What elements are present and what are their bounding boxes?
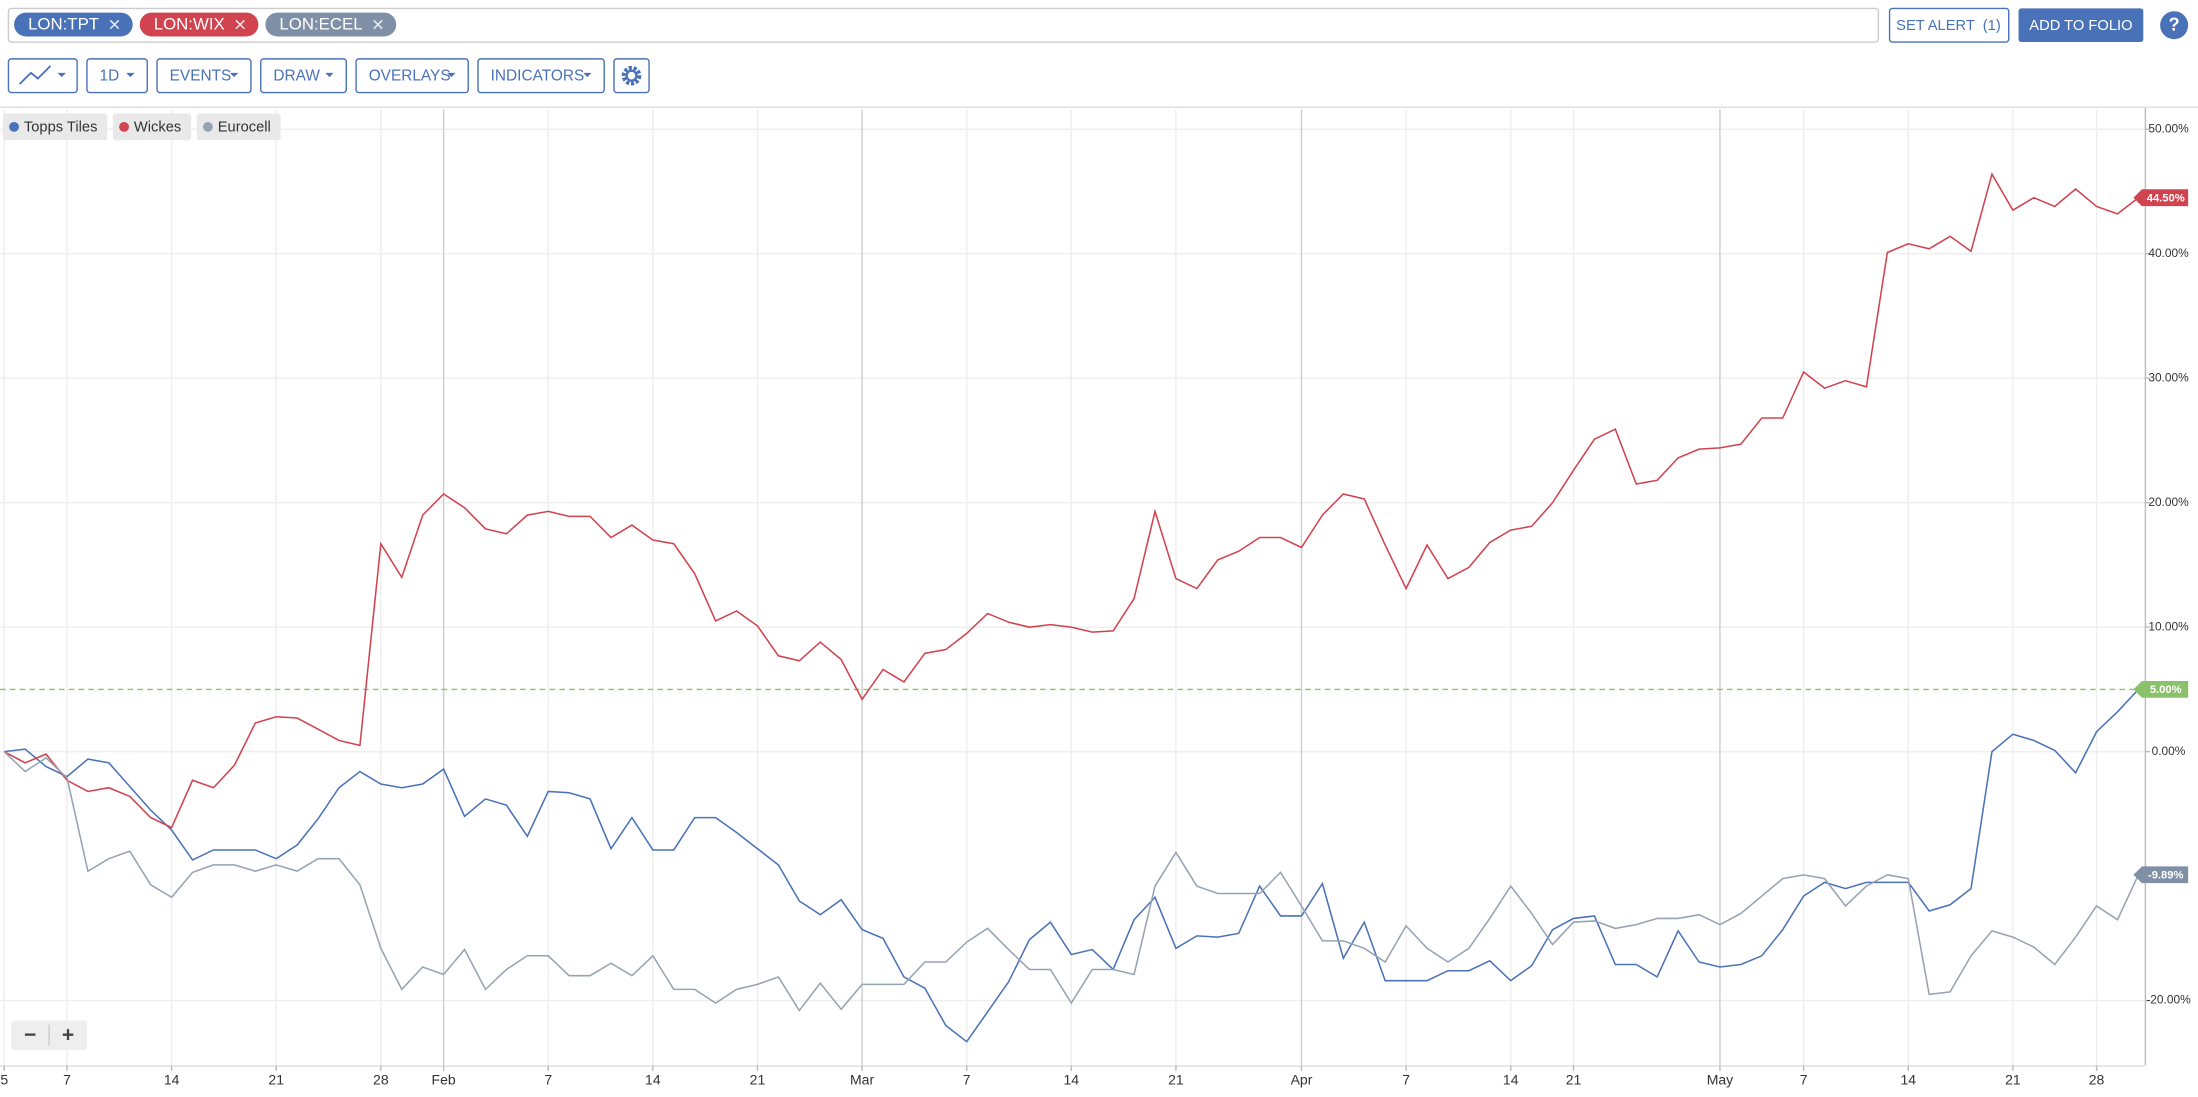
- x-tick-label: 21: [1566, 1071, 1582, 1087]
- add-to-folio-button[interactable]: [2018, 8, 2144, 43]
- x-tick-label: Mar: [850, 1071, 874, 1087]
- price-tag: [2133, 680, 2189, 698]
- ticker-chip[interactable]: LON:WIX: [139, 12, 259, 37]
- x-tick-label: Feb: [432, 1071, 456, 1087]
- ticker-chip-bg: [265, 12, 397, 37]
- caret: [126, 72, 135, 78]
- caret: [447, 72, 456, 78]
- remove-icon[interactable]: [235, 19, 245, 30]
- price-tag-label: -9.89%: [2148, 869, 2184, 881]
- x-tick-label: Apr: [1291, 1071, 1313, 1087]
- price-tag: [2133, 189, 2189, 207]
- ticker-label: LON:WIX: [154, 15, 225, 34]
- legend-bg: [196, 113, 281, 141]
- legend-swatch: [119, 121, 129, 132]
- legend-swatch: [202, 121, 213, 132]
- y-tick-label: 20.00%: [2148, 495, 2189, 509]
- series-line: [3, 751, 2140, 1012]
- x-tick-label: 28: [2089, 1071, 2105, 1087]
- legend-item[interactable]: Wickes: [112, 113, 192, 141]
- add-to-folio-label: ADD TO FOLIO: [2029, 18, 2132, 34]
- x-tick-label: 7: [63, 1071, 71, 1087]
- plot: [3, 172, 2140, 1043]
- toolbar-button[interactable]: [260, 58, 347, 94]
- gear-icon: [621, 65, 642, 86]
- overlay: 5.00% 44.50% -9.89%: [2133, 189, 2189, 884]
- zoom-in[interactable]: +: [62, 1023, 74, 1046]
- x-tick-label: 28: [373, 1071, 389, 1087]
- x-tick-label: 7: [1402, 1071, 1410, 1087]
- ticker-chip[interactable]: LON:TPT: [14, 12, 133, 37]
- x-tick-label: 21: [268, 1071, 284, 1087]
- legend-label: Eurocell: [218, 119, 271, 135]
- remove-icon[interactable]: [373, 19, 383, 30]
- grid: [0, 109, 2145, 1066]
- toolbar-label: INDICATORS: [491, 67, 585, 84]
- x-tick-label: 5: [0, 1071, 8, 1087]
- toolbar-button[interactable]: [156, 58, 252, 94]
- ticker-chip-bg: [14, 12, 133, 37]
- caret: [583, 72, 592, 78]
- x-tick-label: May: [1707, 1071, 1733, 1087]
- ticker-label: LON:TPT: [28, 15, 99, 34]
- toolbar-label: 1D: [100, 67, 120, 84]
- legend-label: Wickes: [134, 119, 181, 135]
- x-tick-label: 7: [544, 1071, 552, 1087]
- price-tag-label: 44.50%: [2147, 192, 2185, 204]
- remove-icon[interactable]: [109, 19, 120, 30]
- settings-button[interactable]: [613, 58, 650, 94]
- legend-label: Topps Tiles: [24, 119, 98, 135]
- caret: [325, 72, 334, 78]
- gear-hub: [625, 69, 638, 82]
- ticker-chip-bg: [139, 12, 259, 37]
- toolbar-label: EVENTS: [170, 67, 232, 84]
- series-line: [4, 688, 2139, 1043]
- x-tick-label: 7: [1800, 1071, 1808, 1087]
- y-tick-label: 50.00%: [2148, 121, 2189, 135]
- toolbar-button[interactable]: [86, 58, 148, 94]
- x-tick-label: 14: [1900, 1071, 1916, 1087]
- y-tick-label: 30.00%: [2148, 370, 2189, 384]
- ticker-chip[interactable]: LON:ECEL: [265, 12, 397, 37]
- price-tag-label: 5.00%: [2150, 684, 2182, 696]
- toolbar-label: DRAW: [273, 67, 320, 84]
- toolbar-button[interactable]: [355, 58, 469, 94]
- price-tag: [2133, 866, 2189, 884]
- caret: [57, 72, 66, 78]
- toolbar-button[interactable]: [477, 58, 605, 94]
- zoom-out[interactable]: −: [24, 1023, 36, 1046]
- ticker-label: LON:ECEL: [279, 15, 362, 34]
- series-line: [3, 172, 2139, 829]
- x-tick-label: 7: [963, 1071, 971, 1087]
- x-tick-label: 14: [1064, 1071, 1080, 1087]
- legend-bg: [112, 113, 192, 141]
- legend-item[interactable]: Topps Tiles: [2, 113, 108, 141]
- x-tick-label: 14: [645, 1071, 661, 1087]
- legend-item[interactable]: Eurocell: [196, 113, 281, 141]
- set-alert-label: SET ALERT (1): [1896, 18, 2001, 34]
- y-tick-label: 40.00%: [2148, 246, 2189, 260]
- y-tick-label: -20.00%: [2146, 993, 2191, 1007]
- x-tick-label: 14: [164, 1071, 180, 1087]
- y-tick-label: 0.00%: [2152, 744, 2186, 758]
- caret: [229, 72, 239, 78]
- help-label: ?: [2169, 15, 2180, 35]
- chart-type-button[interactable]: [7, 58, 78, 94]
- ticker-input[interactable]: [7, 7, 1880, 43]
- x-tick-label: 21: [2005, 1071, 2021, 1087]
- chart-type-icon: [19, 65, 52, 85]
- x-tick-label: 21: [1168, 1071, 1184, 1087]
- x-tick-label: 14: [1503, 1071, 1519, 1087]
- x-tick-label: 21: [750, 1071, 766, 1087]
- toolbar-label: OVERLAYS: [369, 67, 451, 84]
- set-alert-button[interactable]: [1888, 7, 2010, 43]
- y-tick-label: 10.00%: [2148, 619, 2189, 633]
- legend-bg: [2, 113, 108, 141]
- legend-swatch: [9, 121, 19, 132]
- help-button[interactable]: [2160, 11, 2189, 40]
